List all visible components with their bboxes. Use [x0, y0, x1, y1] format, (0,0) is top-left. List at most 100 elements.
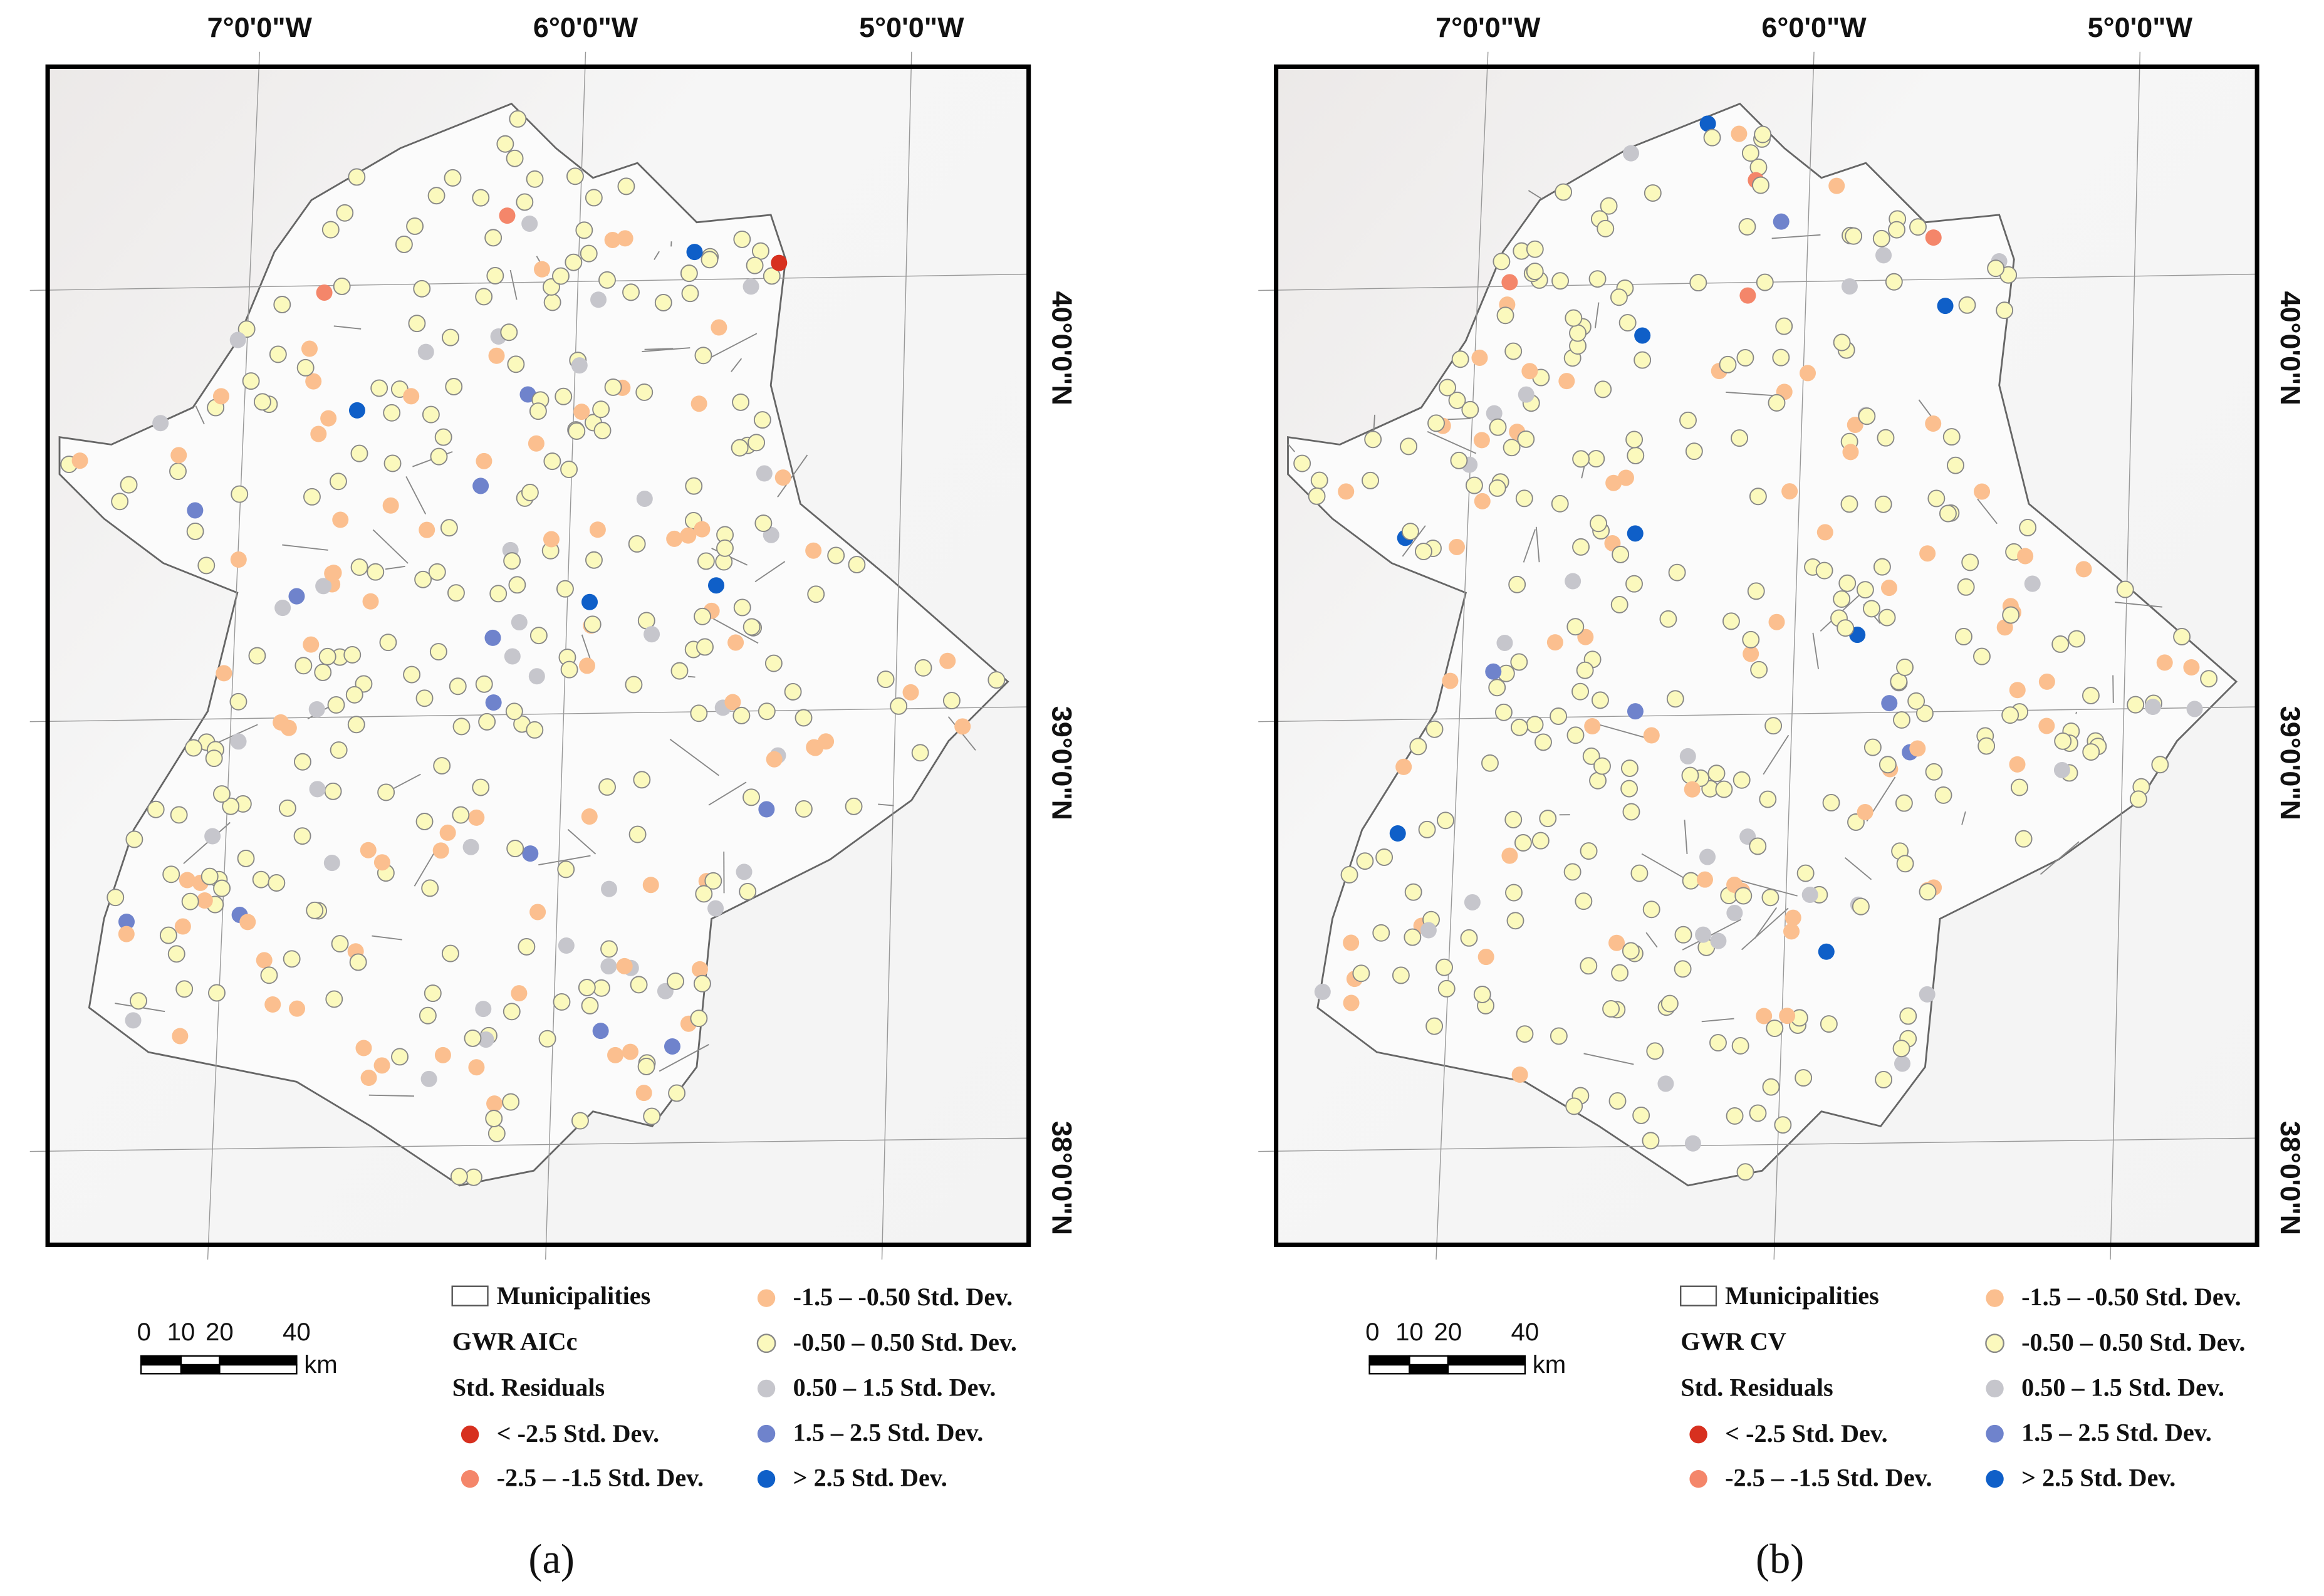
municipality-border — [1754, 907, 1778, 939]
residual-point — [511, 985, 528, 1002]
residual-point — [500, 323, 518, 342]
residual-point — [1739, 287, 1756, 304]
residual-point — [1801, 886, 1818, 903]
residual-point — [1566, 618, 1585, 636]
residual-point — [1310, 471, 1328, 489]
municipality-border — [372, 529, 409, 564]
residual-point — [159, 926, 177, 944]
residual-point — [419, 1006, 437, 1025]
municipality-border — [708, 781, 747, 806]
residual-point — [604, 231, 621, 248]
residual-point — [318, 647, 336, 665]
residual-point — [622, 1043, 638, 1060]
residual-point — [1875, 247, 1892, 264]
residual-point — [664, 1038, 680, 1055]
residual-point — [1761, 889, 1779, 907]
residual-point — [293, 753, 311, 771]
municipality-border — [405, 476, 427, 515]
residual-point — [348, 168, 366, 186]
residual-point — [1389, 825, 1406, 842]
residual-point — [575, 221, 593, 239]
residual-point — [1617, 469, 1634, 486]
residual-point — [1546, 634, 1563, 651]
residual-point — [1572, 450, 1590, 468]
residual-point — [637, 1058, 655, 1075]
residual-point — [758, 702, 776, 721]
residual-point — [1496, 306, 1514, 325]
municipality-border — [642, 347, 690, 353]
residual-point — [1779, 1008, 1796, 1025]
legend-swatch — [461, 1469, 479, 1488]
residual-point — [314, 664, 332, 681]
residual-point — [503, 552, 521, 570]
latitude-label: 40°0'0"N — [2274, 291, 2306, 405]
residual-point — [330, 741, 348, 759]
residual-point — [1625, 575, 1643, 593]
graticule — [207, 51, 260, 1260]
residual-point — [348, 402, 365, 419]
residual-point — [1569, 324, 1587, 342]
residual-point — [336, 204, 354, 222]
residual-point — [2053, 761, 2070, 778]
residual-point — [395, 236, 413, 253]
residual-point — [186, 523, 204, 540]
residual-point — [496, 135, 514, 153]
legend-label: -1.5 – -0.50 Std. Dev. — [2021, 1283, 2241, 1311]
residual-point — [2002, 606, 2020, 624]
residual-point — [1488, 679, 1506, 697]
graticule — [2110, 51, 2141, 1260]
residual-point — [622, 283, 640, 301]
residual-point — [343, 645, 362, 664]
residual-point — [417, 343, 434, 360]
residual-point — [1589, 771, 1607, 790]
residual-point — [449, 677, 467, 696]
residual-point — [237, 850, 255, 867]
residual-point — [111, 493, 129, 511]
municipality-border — [333, 325, 362, 330]
residual-point — [1837, 619, 1855, 637]
residual-point — [503, 1003, 521, 1021]
residual-point — [1501, 274, 1518, 291]
residual-point — [1957, 578, 1975, 596]
residual-point — [543, 452, 561, 471]
residual-point — [504, 648, 521, 665]
residual-point — [528, 435, 545, 452]
residual-point — [1587, 450, 1605, 468]
residual-point — [1293, 454, 1311, 472]
residual-point — [736, 863, 753, 880]
residual-point — [617, 177, 635, 196]
residual-point — [350, 558, 368, 576]
residual-point — [303, 636, 320, 653]
residual-point — [774, 469, 791, 486]
residual-point — [1731, 125, 1748, 142]
residual-point — [592, 400, 610, 419]
longitude-label: 7°0'0"W — [207, 11, 313, 43]
residual-point — [1756, 1008, 1773, 1025]
residual-point — [484, 629, 501, 646]
municipality-border — [1771, 234, 1821, 239]
residual-point — [758, 801, 775, 818]
residual-point — [420, 1070, 437, 1087]
residual-point — [1409, 738, 1427, 756]
residual-point — [2068, 630, 2086, 648]
residual-point — [2009, 682, 2026, 699]
residual-point — [1643, 727, 1660, 744]
residual-point — [260, 966, 278, 984]
residual-point — [1974, 483, 1991, 500]
municipality-border — [385, 565, 405, 570]
residual-point — [666, 530, 683, 547]
residual-point — [707, 900, 724, 917]
municipality-border — [1977, 498, 1998, 524]
residual-point — [475, 675, 493, 693]
longitude-label: 7°0'0"W — [1436, 11, 1541, 43]
residual-point — [1925, 415, 1942, 432]
legend-swatch — [757, 1469, 776, 1488]
residual-point — [1501, 847, 1518, 864]
residual-point — [1925, 763, 1943, 781]
residual-point — [476, 452, 492, 469]
longitude-label: 6°0'0"W — [533, 11, 638, 43]
residual-point — [1919, 986, 1936, 1003]
residual-point — [590, 291, 607, 308]
residual-point — [1642, 1132, 1660, 1150]
residual-point — [1427, 414, 1445, 432]
